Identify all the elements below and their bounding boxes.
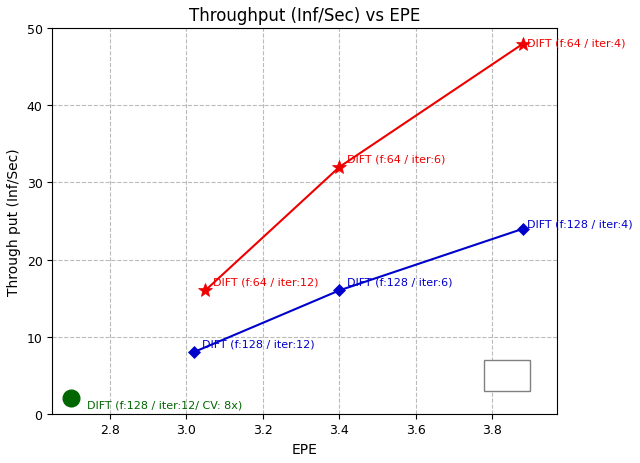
Text: DIFT (f:64 / iter:4): DIFT (f:64 / iter:4) [527, 38, 625, 49]
Title: Throughput (Inf/Sec) vs EPE: Throughput (Inf/Sec) vs EPE [189, 7, 420, 25]
Text: DIFT (f:64 / iter:6): DIFT (f:64 / iter:6) [347, 154, 445, 164]
Text: DIFT (f:128 / iter:6): DIFT (f:128 / iter:6) [347, 277, 452, 287]
Text: DIFT (f:128 / iter:12): DIFT (f:128 / iter:12) [202, 338, 314, 349]
Text: DIFT (f:64 / iter:12): DIFT (f:64 / iter:12) [213, 277, 319, 287]
Y-axis label: Through put (Inf/Sec): Through put (Inf/Sec) [7, 148, 21, 295]
Bar [484, 360, 530, 391]
X-axis label: EPE: EPE [292, 442, 318, 456]
Text: DIFT (f:128 / iter:4): DIFT (f:128 / iter:4) [527, 219, 632, 229]
Text: DIFT (f:128 / iter:12/ CV: 8x): DIFT (f:128 / iter:12/ CV: 8x) [86, 400, 242, 410]
